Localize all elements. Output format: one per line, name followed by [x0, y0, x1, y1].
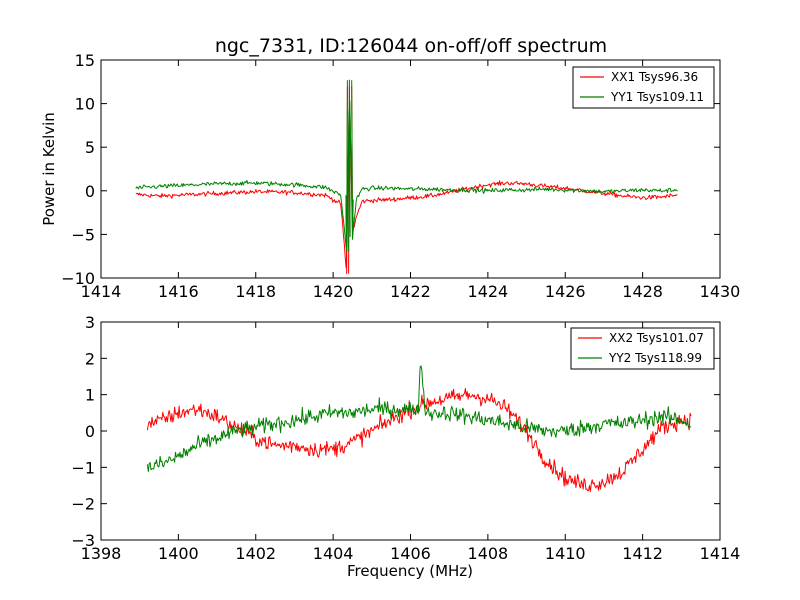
- plot-frame: [100, 59, 721, 279]
- series-line-yy: [135, 79, 678, 253]
- x-tick-label: 1420: [313, 282, 354, 301]
- x-axis-label: Frequency (MHz): [347, 562, 473, 580]
- y-tick-label: 3: [85, 313, 95, 332]
- y-tick-label: −10: [61, 269, 95, 288]
- x-tick-label: 1404: [313, 544, 354, 563]
- x-tick-label: 1414: [81, 282, 122, 301]
- x-tick-label: 1422: [390, 282, 431, 301]
- series-line-xx: [146, 388, 692, 492]
- x-tick-label: 1416: [158, 282, 199, 301]
- x-tick-label: 1428: [622, 282, 663, 301]
- y-axis-label: Power in Kelvin: [40, 112, 58, 226]
- legend: XX1 Tsys96.36 YY1 Tsys109.11: [572, 66, 715, 109]
- x-tick-label: 1426: [545, 282, 586, 301]
- y-tick-label: 1: [85, 386, 95, 405]
- x-tick-label: 1414: [700, 544, 741, 563]
- x-tick-label: 1408: [468, 544, 509, 563]
- y-tick-label: −3: [71, 531, 95, 550]
- legend-box: [572, 66, 715, 109]
- x-tick-label: 1424: [468, 282, 509, 301]
- chart-title: ngc_7331, ID:126044 on-off/off spectrum: [215, 35, 607, 57]
- y-tick-label: 0: [85, 182, 95, 201]
- series-line-yy: [146, 365, 692, 472]
- top-panel: ngc_7331, ID:126044 on-off/off spectrum …: [40, 35, 740, 301]
- x-tick-label: 1412: [622, 544, 663, 563]
- x-tick-label: 1410: [545, 544, 586, 563]
- legend-label-xx2: XX2 Tsys101.07: [609, 331, 704, 345]
- y-tick-label: −5: [71, 225, 95, 244]
- series-layer: [146, 365, 692, 492]
- legend: XX2 Tsys101.07 YY2 Tsys118.99: [570, 327, 715, 370]
- x-tick-label: 1418: [235, 282, 276, 301]
- legend-label-yy1: YY1 Tsys109.11: [610, 90, 704, 104]
- y-tick-label: −1: [71, 458, 95, 477]
- series-line-xx: [135, 85, 678, 275]
- x-tick-label: 1406: [390, 544, 431, 563]
- legend-label-xx1: XX1 Tsys96.36: [611, 70, 698, 84]
- axis-ticks: 1398 1400 1402 1404 1406 1408 1410 1412 1414 −3 −2…: [71, 313, 740, 563]
- legend-label-yy2: YY2 Tsys118.99: [608, 351, 702, 365]
- axis-ticks: 1414 1416 1418 1420 1422 1424 1426 1428 1430 −10 −…: [61, 51, 740, 301]
- series-layer: [135, 79, 678, 275]
- bottom-panel: Frequency (MHz) 1398 1400 1402 1404 1406 1408…: [71, 313, 740, 580]
- x-tick-label: 1430: [700, 282, 741, 301]
- y-tick-label: 5: [85, 138, 95, 157]
- y-tick-label: −2: [71, 495, 95, 514]
- legend-box: [570, 327, 715, 370]
- y-tick-label: 0: [85, 422, 95, 441]
- y-tick-label: 15: [75, 51, 95, 70]
- x-tick-label: 1400: [158, 544, 199, 563]
- y-tick-label: 2: [85, 349, 95, 368]
- plot-frame: [100, 321, 721, 541]
- y-tick-label: 10: [75, 95, 95, 114]
- x-tick-label: 1398: [81, 544, 122, 563]
- x-tick-label: 1402: [235, 544, 276, 563]
